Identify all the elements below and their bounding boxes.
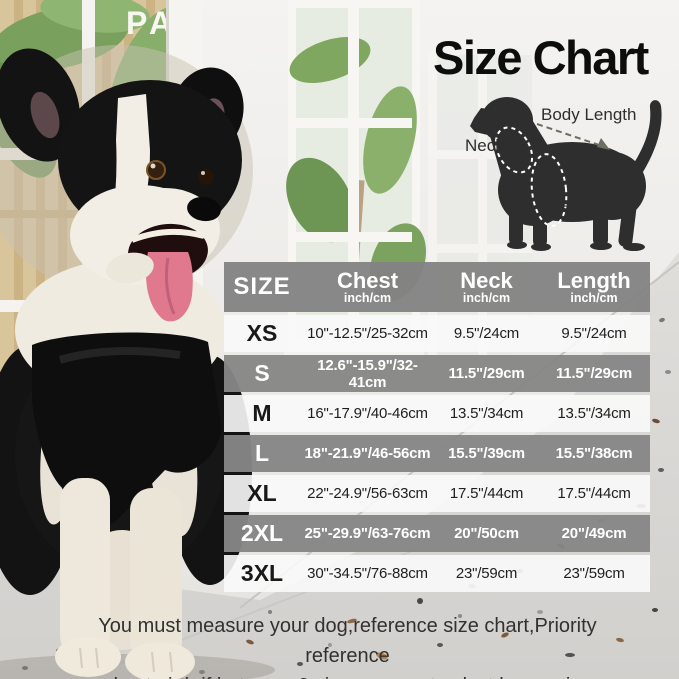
body-length-arrowhead (597, 138, 610, 150)
chest-cell: 10"-12.5"/25-32cm (307, 325, 428, 342)
neck-cell: 9.5"/24cm (453, 325, 520, 342)
length-cell: 9.5"/24cm (561, 325, 627, 342)
tongue (145, 252, 193, 322)
size-cell: S (254, 360, 270, 386)
neck-cell: 23"/59cm (455, 565, 518, 582)
chest-cell: 25"-29.9"/63-76cm (304, 525, 431, 542)
neck-cell: 15.5"/39cm (448, 445, 525, 462)
dog-head (0, 48, 244, 322)
header-neck: Neck inch/cm (435, 269, 538, 305)
neck-cell: 20"/50cm (454, 525, 519, 542)
footer-note: You must measure your dog,reference size… (55, 611, 640, 679)
header-size-label: SIZE (233, 273, 291, 301)
length-cell: 23"/59cm (563, 565, 625, 582)
length-cell: 20"/49cm (561, 525, 627, 542)
length-cell: 11.5"/29cm (555, 365, 632, 382)
chest-cell: 12.6"-15.9"/32-41cm (317, 356, 418, 391)
window-glass-text: PA (126, 5, 176, 41)
chest-label: Chest (540, 196, 585, 215)
size-cell: XS (246, 320, 278, 346)
footer-line-1: You must measure your dog,reference size… (98, 615, 597, 667)
header-length: Length inch/cm (538, 269, 650, 305)
neck-cell: 13.5"/34cm (449, 405, 524, 422)
table-row: 3XL 30"-34.5"/76-88cm 23"/59cm 23"/59cm (224, 555, 650, 592)
dog-silhouette (470, 97, 662, 251)
length-cell: 15.5"/38cm (555, 445, 633, 462)
chest-cell: 22"-24.9"/56-63cm (307, 485, 428, 502)
chest-dash-line (530, 153, 568, 227)
table-row: S 12.6"-15.9"/32-41cm 11.5"/29cm 11.5"/2… (224, 355, 650, 392)
body-length-label: Body Length (541, 105, 637, 124)
chest-cell: 16"-17.9"/40-46cm (307, 405, 428, 422)
header-neck-label: Neck (460, 267, 513, 293)
body-length-dash-line (536, 123, 603, 147)
table-header-row: SIZE Chest inch/cm Neck inch/cm Length i… (224, 262, 650, 312)
table-row: XS 10"-12.5"/25-32cm 9.5"/24cm 9.5"/24cm (224, 315, 650, 352)
length-cell: 13.5"/34cm (557, 405, 631, 422)
header-chest-label: Chest (336, 267, 399, 293)
black-vest (32, 332, 222, 527)
table-row: L 18"-21.9"/46-56cm 15.5"/39cm 15.5"/38c… (224, 435, 650, 472)
tail (632, 100, 662, 172)
neck-label: Neck (465, 136, 504, 155)
table-row: 2XL 25"-29.9"/63-76cm 20"/50cm 20"/49cm (224, 515, 650, 552)
header-chest-unit: inch/cm (343, 290, 392, 305)
table-row: M 16"-17.9"/40-46cm 13.5"/34cm 13.5"/34c… (224, 395, 650, 432)
size-cell: L (254, 440, 270, 466)
size-cell: XL (247, 480, 277, 506)
size-table: SIZE Chest inch/cm Neck inch/cm Length i… (224, 262, 650, 592)
header-length-label: Length (557, 267, 631, 293)
neck-cell: 11.5"/29cm (448, 365, 525, 382)
header-length-unit: inch/cm (570, 290, 618, 305)
chest-cell: 30"-34.5"/76-88cm (307, 565, 428, 582)
header-neck-unit: inch/cm (462, 290, 511, 305)
size-cell: 3XL (240, 560, 284, 586)
header-size: SIZE (224, 274, 300, 299)
table-row: XL 22"-24.9"/56-63cm 17.5"/44cm 17.5"/44… (224, 475, 650, 512)
page-title: Size Chart (433, 31, 649, 84)
footer-line-2: chest girth.if between 2 sizes,suggest s… (55, 671, 640, 679)
size-cell: M (252, 400, 272, 426)
header-chest: Chest inch/cm (300, 269, 435, 305)
size-cell: 2XL (240, 520, 284, 546)
chest-cell: 18"-21.9"/46-56cm (304, 445, 431, 462)
length-cell: 17.5"/44cm (557, 485, 631, 502)
neck-cell: 17.5"/44cm (449, 485, 524, 502)
